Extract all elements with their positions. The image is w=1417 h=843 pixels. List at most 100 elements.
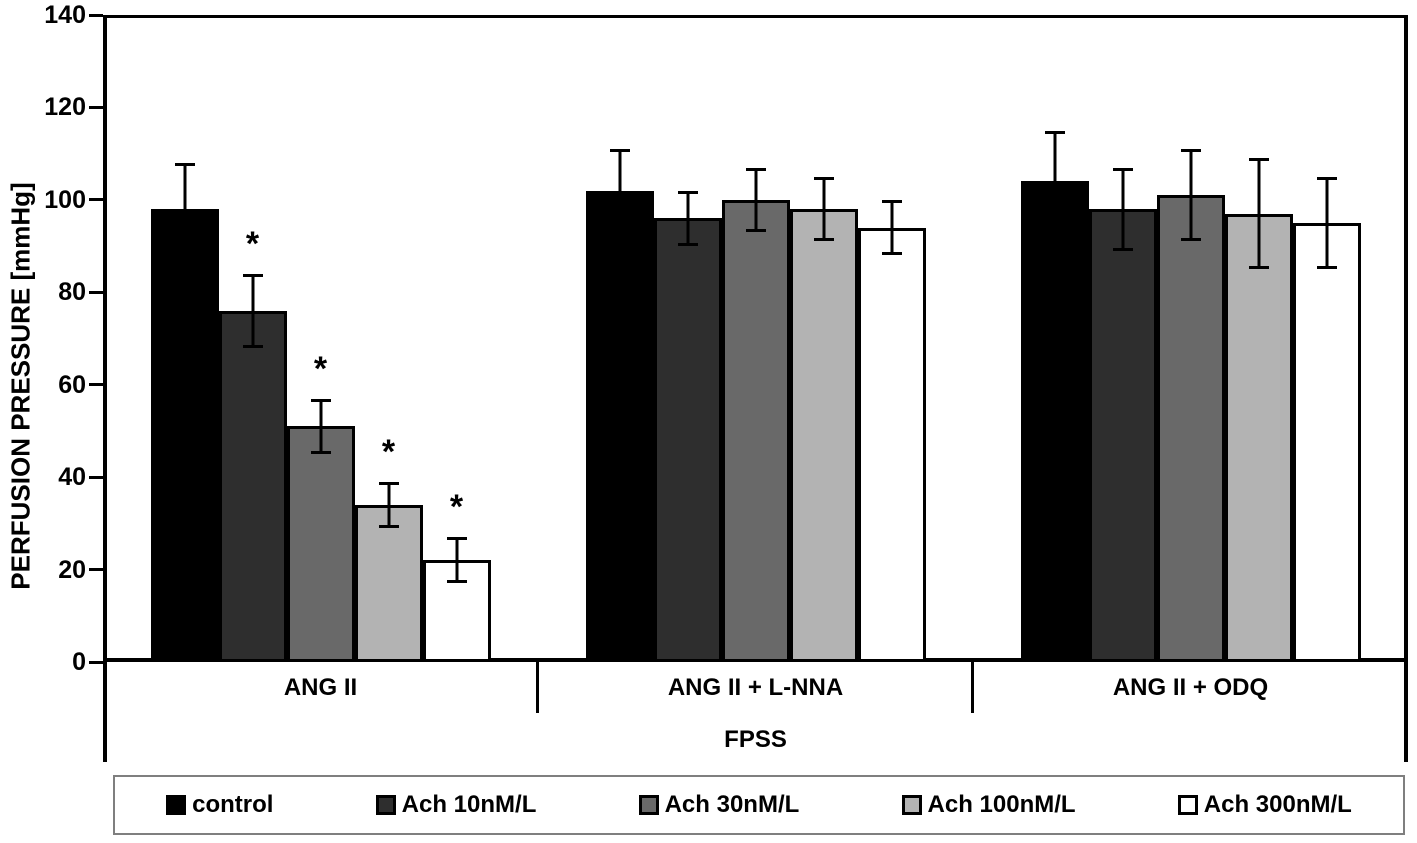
error-bar-line xyxy=(754,167,757,233)
category-separator xyxy=(971,662,974,713)
error-bar-cap-top xyxy=(1180,149,1201,153)
error-bar xyxy=(151,162,219,256)
bar-ach-100nm-l xyxy=(789,209,858,662)
error-bar-cap-bottom xyxy=(609,229,630,233)
y-tick-label: 20 xyxy=(58,555,86,584)
y-tick-label: 0 xyxy=(72,648,86,676)
error-bar-cap-top xyxy=(310,398,331,402)
error-bar-cap-top xyxy=(1316,176,1337,180)
error-bar-cap-top xyxy=(609,149,630,153)
error-bar-cap-bottom xyxy=(677,243,698,247)
category-label-ang-ii: ANG II xyxy=(283,674,358,701)
category-label-ang-ii-lnna: ANG II + L-NNA xyxy=(667,674,844,701)
bar-ach-100nm-l xyxy=(354,504,423,662)
bar-ach-100nm-l xyxy=(1224,213,1293,662)
error-bar-cap-top xyxy=(1044,130,1065,134)
error-bar-line xyxy=(822,176,825,242)
y-tick-mark xyxy=(89,13,103,17)
bar-control xyxy=(585,190,654,662)
legend-swatch-ach-30 xyxy=(638,795,659,815)
significance-asterisk: * xyxy=(313,349,328,388)
legend-label: Ach 100nM/L xyxy=(927,791,1076,818)
error-bar-cap-top xyxy=(446,537,467,541)
y-tick-label: 100 xyxy=(44,185,86,214)
y-tick-mark xyxy=(89,198,103,202)
y-tick-mark xyxy=(89,568,103,572)
error-bar-line xyxy=(183,162,186,256)
error-bar-line xyxy=(890,199,893,256)
plot-frame-right xyxy=(1404,15,1408,762)
legend-item-ach-30: Ach 30nM/L xyxy=(638,791,800,819)
significance-asterisk: * xyxy=(449,488,464,527)
error-bar-line xyxy=(686,190,689,247)
bar-ach-300nm-l xyxy=(1292,222,1361,662)
error-bar xyxy=(287,398,355,455)
bar-ach-30nm-l xyxy=(1156,195,1225,662)
error-bar-line xyxy=(1053,130,1056,233)
y-tick-label: 40 xyxy=(58,463,86,492)
error-bar-line xyxy=(387,481,390,528)
bar-ach-10nm-l xyxy=(218,310,287,662)
error-bar-cap-bottom xyxy=(1316,266,1337,270)
legend-swatch-control xyxy=(166,795,187,815)
error-bar-line xyxy=(251,273,254,348)
legend-swatch-ach-300 xyxy=(1177,795,1198,815)
category-label-ang-ii-odq: ANG II + ODQ xyxy=(1112,674,1269,701)
error-bar-line xyxy=(1257,158,1260,270)
bar-ach-10nm-l xyxy=(1088,209,1157,662)
legend-item-ach-100: Ach 100nM/L xyxy=(901,791,1076,819)
error-bar-cap-bottom xyxy=(446,580,467,584)
y-tick-label: 60 xyxy=(58,370,86,399)
plot-frame-top xyxy=(103,15,1408,18)
error-bar-line xyxy=(1121,167,1124,251)
error-bar xyxy=(423,537,491,584)
x-axis-title: FPSS xyxy=(724,726,787,753)
error-bar xyxy=(1157,149,1225,242)
error-bar-line xyxy=(1189,149,1192,242)
y-tick-mark xyxy=(89,475,103,479)
legend-label: Ach 300nM/L xyxy=(1203,791,1352,818)
error-bar-cap-bottom xyxy=(378,524,399,528)
error-bar-cap-bottom xyxy=(242,344,263,348)
significance-asterisk: * xyxy=(245,224,260,263)
y-axis-line xyxy=(103,15,107,762)
error-bar-cap-bottom xyxy=(813,238,834,242)
legend-swatch-ach-100 xyxy=(901,795,922,815)
error-bar-line xyxy=(1325,176,1328,270)
error-bar-cap-bottom xyxy=(745,229,766,233)
error-bar-cap-top xyxy=(677,190,698,194)
error-bar xyxy=(1089,167,1157,251)
bar-ach-10nm-l xyxy=(653,218,722,662)
error-bar xyxy=(1021,130,1089,233)
y-tick-mark xyxy=(89,660,103,664)
y-tick-label: 120 xyxy=(44,93,86,122)
legend-label: Ach 30nM/L xyxy=(664,791,800,818)
bar-control xyxy=(150,209,219,662)
legend-label: Ach 10nM/L xyxy=(401,791,537,818)
error-bar xyxy=(790,176,858,242)
legend-swatch-ach-10 xyxy=(375,795,396,815)
category-separator xyxy=(536,662,539,713)
error-bar-cap-top xyxy=(378,481,399,485)
bar-ach-30nm-l xyxy=(286,426,355,662)
legend-label: control xyxy=(192,791,274,818)
legend-item-control: control xyxy=(166,791,273,819)
error-bar xyxy=(586,149,654,233)
error-bar-cap-bottom xyxy=(310,451,331,455)
error-bar xyxy=(355,481,423,528)
legend-item-ach-300: Ach 300nM/L xyxy=(1177,791,1352,819)
error-bar-cap-bottom xyxy=(1112,247,1133,251)
error-bar-cap-top xyxy=(242,273,263,277)
bar-control xyxy=(1020,181,1089,662)
error-bar xyxy=(722,167,790,233)
error-bar-line xyxy=(455,537,458,584)
error-bar-cap-top xyxy=(881,199,902,203)
error-bar-cap-bottom xyxy=(1180,238,1201,242)
legend: control Ach 10nM/L Ach 30nM/L Ach 100nM/… xyxy=(113,775,1405,835)
error-bar-cap-bottom xyxy=(881,252,902,256)
legend-item-ach-10: Ach 10nM/L xyxy=(375,791,537,819)
y-tick-mark xyxy=(89,290,103,294)
y-tick-mark xyxy=(89,105,103,109)
y-tick-label: 140 xyxy=(44,1,86,29)
